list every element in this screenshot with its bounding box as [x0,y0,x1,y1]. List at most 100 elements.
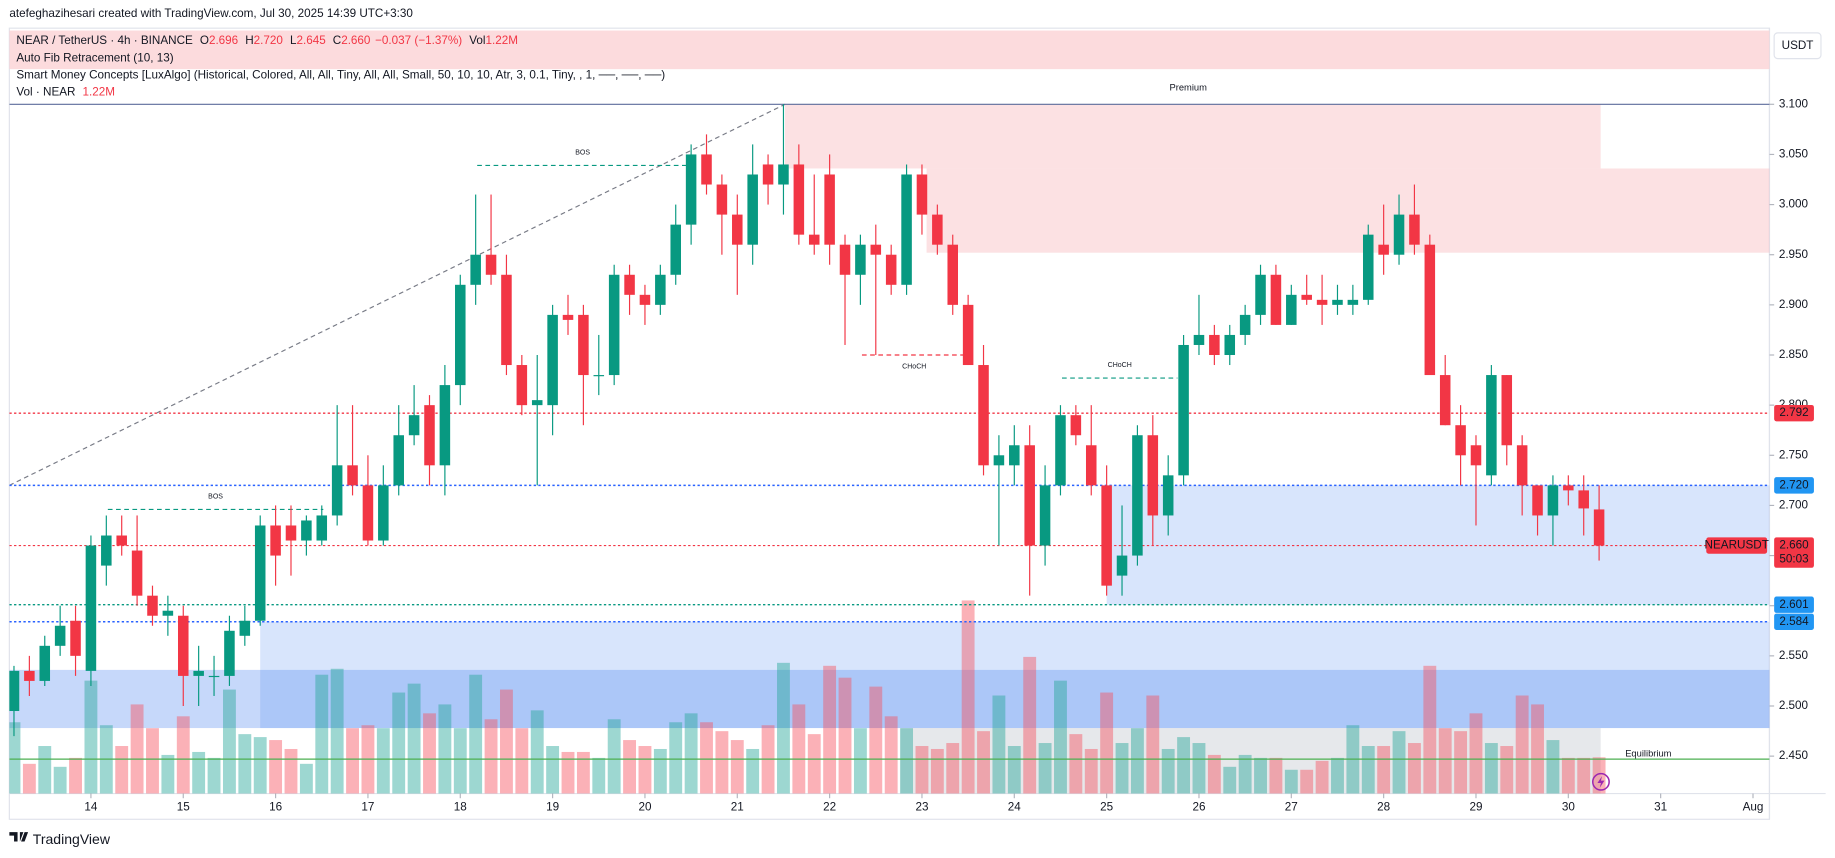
volume-bar [284,748,298,794]
candle-body [316,515,328,541]
x-tick-label: 22 [823,801,836,814]
volume-bar [823,665,837,794]
candle-body [1316,299,1328,305]
x-tick-label: 17 [361,801,374,814]
volume-bar [1192,743,1206,794]
candle-body [501,274,512,366]
y-tick-label: 2.700 [1779,499,1809,512]
volume-bar [946,743,960,794]
volume-bar [1146,695,1160,794]
x-tick-label: 15 [177,801,191,814]
legend-symbol-row: NEAR / TetherUS · 4h · BINANCE O2.696 H2.7… [16,34,518,47]
candle-body [177,615,189,676]
candle-body [639,294,651,305]
volume-bar [1254,757,1267,794]
volume-bar [1438,728,1452,794]
candle-body [24,670,35,681]
vol-value: 1.22M [485,34,517,47]
candle-body [1470,445,1482,466]
candle-body [885,254,897,285]
volume-name: Vol · NEAR [16,86,75,99]
volume-bar [930,748,944,794]
volume-bar [653,748,667,794]
last-price-name: NEARUSDT [1705,539,1769,552]
candle-body [455,284,466,386]
candle-body [485,254,497,275]
volume-bar [423,713,436,794]
zone [9,669,1770,729]
y-tick-label: 3.000 [1779,198,1809,211]
candle-body [655,274,666,305]
level-tag [1774,404,1814,422]
ohlc-key: L [290,34,297,47]
candle-body [470,254,481,285]
annotation: Equilibrium [1625,749,1671,759]
candle-body [285,525,297,541]
candle-body [993,455,1005,466]
volume-bar [1592,757,1606,794]
volume-bar [1500,746,1514,794]
x-tick-label: 21 [731,801,744,814]
volume-bar [1361,746,1375,794]
candle-body [824,174,835,245]
volume-bar [730,740,744,794]
candle-body [393,435,404,486]
last-price-label: 2.660 [1779,539,1809,552]
candle-body [1193,334,1205,345]
volume-bar [1546,740,1560,794]
volume-bar [500,689,513,794]
volume-bar [469,674,483,794]
candle-body [224,630,235,676]
currency-button[interactable] [1773,32,1822,60]
change: −0.037 (−1.37%) [375,34,462,47]
candle-body [1132,435,1143,556]
volume-bar [1038,743,1052,794]
x-tick-label: 24 [1008,801,1022,814]
candle-body [378,485,389,541]
candle-body [762,164,774,185]
x-tick-label: 20 [638,801,652,814]
candle-body [716,184,728,215]
x-tick-label: 31 [1654,801,1667,814]
volume-bar [9,722,21,794]
volume-bar [961,600,975,794]
last-price-name-tag [1706,537,1768,554]
volume-bar [1269,757,1283,794]
volume-bar [438,704,452,794]
volume-bar [84,680,98,794]
candle-body [1270,274,1282,325]
ohlc-key: O [200,34,209,47]
alert-icon[interactable] [1591,772,1610,791]
structure-label: BOS [575,149,590,156]
zone [260,621,1770,729]
volume-bar [207,757,221,794]
currency[interactable]: USDT [1782,39,1814,52]
volume-bar [1177,737,1191,794]
candle-body [1009,445,1020,466]
structure-label: CHoCH [1108,362,1132,369]
volume-bar [376,728,390,794]
volume-bar [1515,695,1529,794]
volume-bar [69,757,82,794]
volume-bar [1100,692,1114,794]
x-tick-label: 19 [546,801,559,814]
volume-bar [330,668,344,794]
volume-bar [1207,754,1221,794]
candle-body [331,465,343,516]
annotation: Premium [1169,83,1207,93]
volume-bar [623,740,636,794]
y-tick-label: 2.950 [1779,248,1809,261]
candle-body [947,244,959,305]
level-tag-label: 2.792 [1779,406,1808,419]
candle-body [1532,485,1543,516]
candle-body [116,535,127,546]
candle-body [547,314,558,406]
x-tick-label: 25 [1100,801,1114,814]
x-tick-label: Aug [1743,801,1764,814]
candle-body [193,670,204,676]
y-tick-label: 2.750 [1779,448,1809,461]
volume-bar [222,689,236,794]
candle-body [1486,375,1497,476]
candle-body [531,400,543,406]
